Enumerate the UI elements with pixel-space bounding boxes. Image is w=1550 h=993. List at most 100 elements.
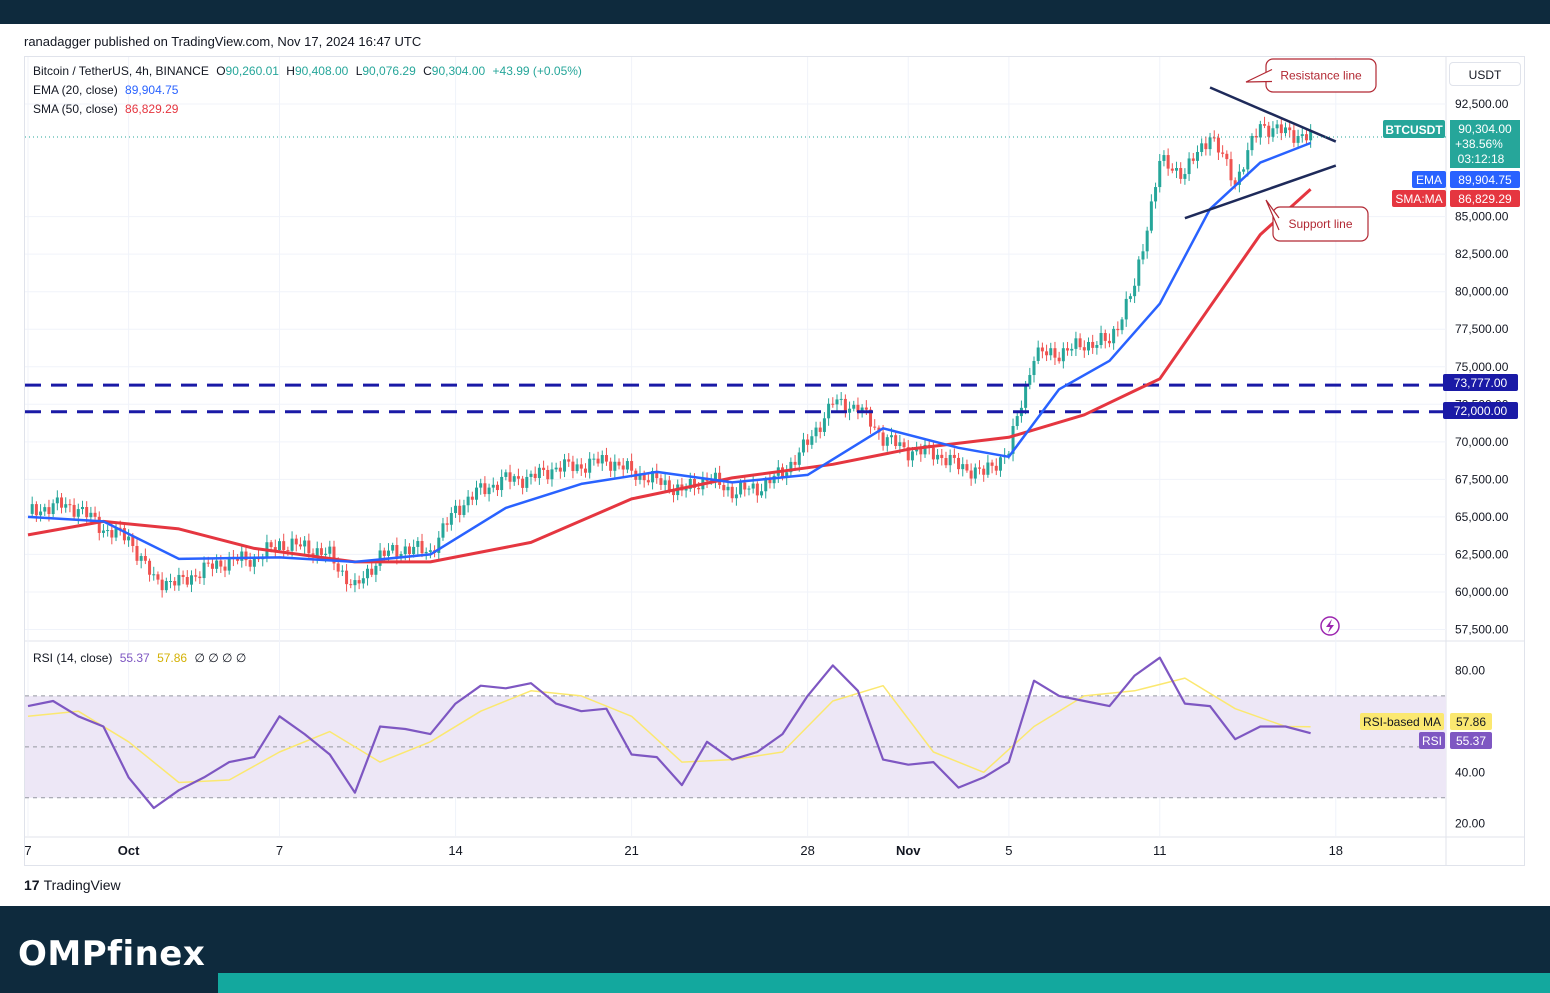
candle-body <box>722 484 726 491</box>
candle-body <box>600 455 604 464</box>
candle-body <box>726 486 730 491</box>
price-tick-label: 57,500.00 <box>1455 622 1509 636</box>
ema-20-line[interactable] <box>27 141 1312 564</box>
candle-body <box>1099 333 1103 345</box>
time-tick-label: 7 <box>24 843 31 858</box>
candle-body <box>106 530 110 532</box>
candle-body <box>1279 124 1283 134</box>
candle-body <box>483 483 487 495</box>
candle-body <box>282 541 286 551</box>
candle-body <box>848 408 852 413</box>
candle-body <box>609 461 613 471</box>
candle-body <box>529 473 533 477</box>
candle-body <box>1116 328 1120 331</box>
sma-50-line[interactable] <box>27 188 1312 564</box>
candle-body <box>85 507 89 518</box>
support-annotation-box[interactable] <box>1272 206 1369 242</box>
candle-body <box>546 469 550 480</box>
candle-body <box>349 584 353 586</box>
legend-symbol: Bitcoin / TetherUS, 4h, BINANCE <box>33 64 209 78</box>
candle-body <box>412 546 416 555</box>
rsi-ma-line[interactable] <box>27 677 1311 784</box>
legend-rsi-row[interactable]: RSI (14, close) 55.37 57.86 ∅ ∅ ∅ ∅ <box>33 651 246 665</box>
legend-sma-row[interactable]: SMA (50, close) 86,829.29 <box>33 102 178 116</box>
price-tick-label: 92,500.00 <box>1455 97 1509 111</box>
price-tick-label: 67,500.00 <box>1455 472 1509 486</box>
time-tick-label: 28 <box>800 843 814 858</box>
candle-body <box>843 398 847 413</box>
candle-body <box>801 439 805 453</box>
candle-body <box>131 536 135 546</box>
candle-body <box>361 578 365 584</box>
candle-body <box>810 436 814 445</box>
top-bar <box>0 0 1550 24</box>
candle-body <box>374 565 378 575</box>
rsi-axis-tag-bg <box>1419 732 1445 749</box>
candle-body <box>319 548 323 555</box>
candle-body <box>1158 160 1162 188</box>
price-tick-label: 85,000.00 <box>1455 210 1509 224</box>
candle-body <box>223 566 227 571</box>
lightning-bolt-icon <box>1326 619 1334 633</box>
candle-body <box>931 447 935 460</box>
currency-button[interactable]: USDT <box>1449 62 1521 86</box>
candle-body <box>441 523 445 538</box>
candle-body <box>978 467 982 469</box>
candle-body <box>1066 348 1070 351</box>
candle-body <box>713 472 717 481</box>
candle-body <box>454 505 458 514</box>
candle-body <box>797 452 801 465</box>
rsi-axis-tag: RSI <box>1422 734 1442 748</box>
candle-body <box>1304 134 1308 141</box>
price-tick-label: 80,000.00 <box>1455 285 1509 299</box>
legend-ema-row[interactable]: EMA (20, close) 89,904.75 <box>33 83 178 97</box>
candle-body <box>952 454 956 458</box>
candle-body <box>491 484 495 488</box>
candle-body <box>1300 134 1304 137</box>
candle-body <box>34 504 38 516</box>
candle-body <box>1212 137 1216 139</box>
candle-body <box>1195 151 1199 161</box>
candle-body <box>1175 168 1179 171</box>
legend-low: 90,076.29 <box>362 64 416 78</box>
candle-body <box>479 483 483 488</box>
legend-rsi-label: RSI (14, close) <box>33 651 113 665</box>
sma-axis-value: 86,829.29 <box>1458 192 1512 206</box>
resistance-annotation-pointer <box>1245 68 1273 83</box>
candle-body <box>1086 341 1090 351</box>
candle-body <box>290 538 294 551</box>
candle-body <box>772 475 776 484</box>
candle-body <box>76 509 80 517</box>
candle-body <box>1250 135 1254 151</box>
candle-body <box>697 487 701 490</box>
candle-body <box>328 546 332 554</box>
candle-body <box>391 545 395 551</box>
candle-body <box>1292 130 1296 143</box>
time-tick-label: Nov <box>896 843 921 858</box>
candle-body <box>973 467 977 479</box>
candle-body <box>1036 347 1040 361</box>
rsi-line[interactable] <box>27 656 1311 810</box>
candle-body <box>1057 357 1061 362</box>
tradingview-logo-text: TradingView <box>43 877 121 893</box>
rsi-tick-label: 80.00 <box>1455 663 1485 677</box>
candle-body <box>621 465 625 470</box>
rsi-band <box>25 695 1446 798</box>
tradingview-logo[interactable]: 17 TradingView <box>24 877 121 893</box>
candle-body <box>449 513 453 525</box>
candle-body <box>80 507 84 510</box>
resistance-annotation-text: Resistance line <box>1280 69 1362 83</box>
support-trendline[interactable] <box>1184 164 1337 220</box>
candle-body <box>1024 384 1028 408</box>
candle-body <box>638 473 642 480</box>
btcusdt-tag: BTCUSDT <box>1385 123 1443 137</box>
level-73777-tag: 73,777.00 <box>1454 376 1508 390</box>
candle-body <box>101 530 105 533</box>
legend-rsi-value: 55.37 <box>119 651 150 665</box>
candle-body <box>370 568 374 575</box>
candle-body <box>1208 137 1212 150</box>
resistance-trendline[interactable] <box>1209 86 1337 143</box>
candle-body <box>944 458 948 466</box>
candle-body <box>1233 180 1237 185</box>
